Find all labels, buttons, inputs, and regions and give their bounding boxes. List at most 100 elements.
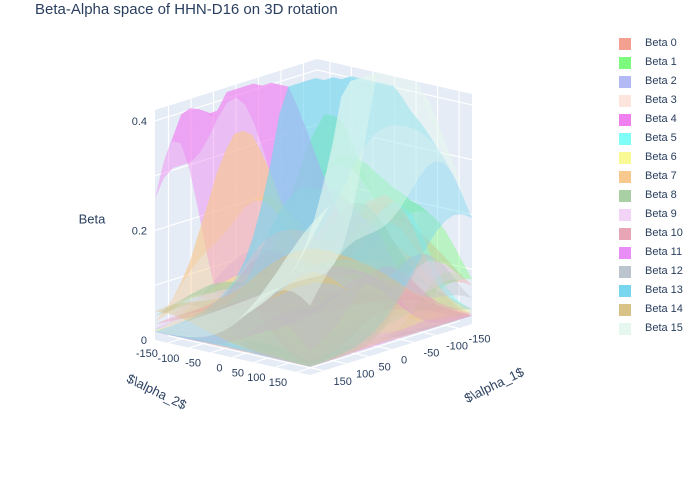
chart-title: Beta-Alpha space of HHN-D16 on 3D rotati… xyxy=(35,1,338,18)
surface-patch xyxy=(279,214,298,249)
surface-patch xyxy=(392,320,410,327)
surface-patch xyxy=(268,270,287,282)
surface-patch xyxy=(215,305,233,318)
surface-patch xyxy=(223,336,242,345)
surface-patch xyxy=(295,250,314,269)
surface-patch xyxy=(278,129,297,181)
surface-patch xyxy=(329,312,348,333)
surface-patch xyxy=(340,159,358,183)
surface-patch xyxy=(338,276,357,301)
surface-patch xyxy=(306,132,325,163)
surface-patch xyxy=(241,348,259,353)
surface-patch xyxy=(366,185,384,213)
surface-series[interactable] xyxy=(155,114,472,365)
surface-patch xyxy=(391,323,409,334)
surface-patch xyxy=(324,188,342,226)
surface-patch xyxy=(295,205,314,250)
surface-patch xyxy=(305,312,323,316)
surface-patch xyxy=(329,242,348,279)
surface-patch xyxy=(437,309,455,315)
surface-series[interactable] xyxy=(155,201,472,367)
surface-patch xyxy=(287,318,305,323)
surface-patch xyxy=(315,287,333,293)
surface-patch xyxy=(199,313,217,320)
surface-patch xyxy=(315,296,334,302)
surface-patch xyxy=(234,317,253,323)
surface-patch xyxy=(233,263,251,302)
surface-patch xyxy=(311,331,330,342)
surface-patch xyxy=(374,301,392,316)
surface-patch xyxy=(227,289,245,299)
surface-patch xyxy=(259,328,277,341)
surface-patch xyxy=(253,298,272,302)
surface-patch xyxy=(299,156,317,194)
surface-patch xyxy=(249,305,268,324)
surface-patch xyxy=(276,281,294,307)
surface-patch xyxy=(277,282,296,304)
surface-patch xyxy=(270,89,289,95)
surface-patch xyxy=(241,343,260,348)
surface-series[interactable] xyxy=(155,202,472,366)
surface-patch xyxy=(364,320,383,332)
surface-patch xyxy=(454,313,472,318)
surface-patch xyxy=(236,251,254,259)
surface-patch xyxy=(263,293,281,298)
wall-gridline xyxy=(316,178,473,216)
surface-patch xyxy=(359,167,378,205)
surface-series[interactable] xyxy=(155,82,472,367)
surface-patch xyxy=(436,314,455,320)
surface-patch xyxy=(270,275,288,286)
surface-patch xyxy=(437,273,455,284)
surface-patch xyxy=(401,214,420,238)
surface-patch xyxy=(350,292,368,295)
surface-patch xyxy=(322,185,340,216)
surface-patch xyxy=(302,326,321,341)
surface-patch xyxy=(357,297,375,311)
surface-patch xyxy=(287,207,305,237)
surface-patch xyxy=(306,292,325,295)
surface-patch xyxy=(280,254,299,262)
surface-patch xyxy=(253,307,271,313)
surface-patch xyxy=(454,262,472,280)
surface-patch xyxy=(419,253,437,269)
surface-patch xyxy=(260,280,278,290)
surface-patch xyxy=(215,320,234,330)
surface-patch xyxy=(200,309,218,314)
surface-patch xyxy=(341,225,360,255)
surface-patch xyxy=(359,291,377,297)
surface-patch xyxy=(409,327,427,333)
surface-patch xyxy=(276,264,295,282)
surface-patch xyxy=(294,294,313,319)
surface-patch xyxy=(279,312,297,318)
surface-patch xyxy=(297,112,316,158)
surface-patch xyxy=(391,326,410,333)
surface-patch xyxy=(224,317,243,327)
surface-patch xyxy=(427,317,446,323)
surface-patch xyxy=(332,158,350,167)
surface-patch xyxy=(375,281,393,298)
surface-patch xyxy=(208,296,226,306)
surface-series[interactable] xyxy=(155,241,472,367)
surface-patch xyxy=(385,282,404,292)
surface-patch xyxy=(356,281,374,305)
3d-surface-scene[interactable]: -150 -100 -50 0 50 100 150 150100500-50-100-150… xyxy=(0,0,610,500)
surface-series[interactable] xyxy=(155,249,472,365)
surface-patch xyxy=(302,315,321,336)
surface-patch xyxy=(319,335,338,348)
surface-patch xyxy=(217,313,236,319)
surface-patch xyxy=(376,175,394,190)
surface-patch xyxy=(284,339,302,355)
surface-patch xyxy=(382,331,400,338)
surface-patch xyxy=(225,320,244,326)
surface-patch xyxy=(251,269,270,289)
surface-patch xyxy=(419,281,438,290)
surface-patch xyxy=(288,271,306,282)
surface-patch xyxy=(323,268,341,284)
surface-patch xyxy=(436,264,454,286)
surface-patch xyxy=(365,243,384,273)
surface-patch xyxy=(296,315,314,319)
surface-patch xyxy=(243,149,261,205)
surface-patch xyxy=(348,283,367,298)
surface-patch xyxy=(364,296,383,317)
surface-patch xyxy=(260,323,279,328)
